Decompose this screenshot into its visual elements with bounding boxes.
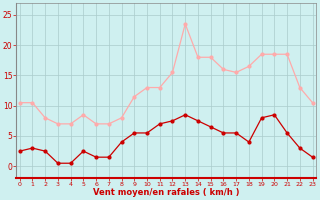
X-axis label: Vent moyen/en rafales ( km/h ): Vent moyen/en rafales ( km/h ) [93, 188, 239, 197]
